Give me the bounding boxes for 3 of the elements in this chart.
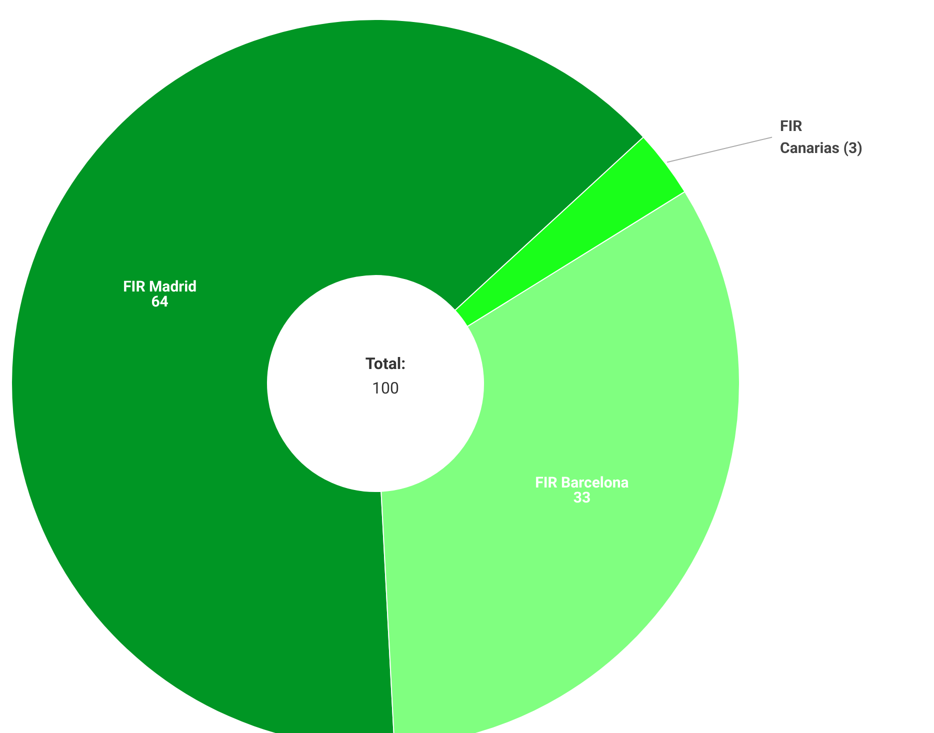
slice-label: FIR Canarias (3) — [780, 117, 862, 157]
text: Total: — [365, 354, 406, 373]
text: 100 — [372, 378, 399, 398]
